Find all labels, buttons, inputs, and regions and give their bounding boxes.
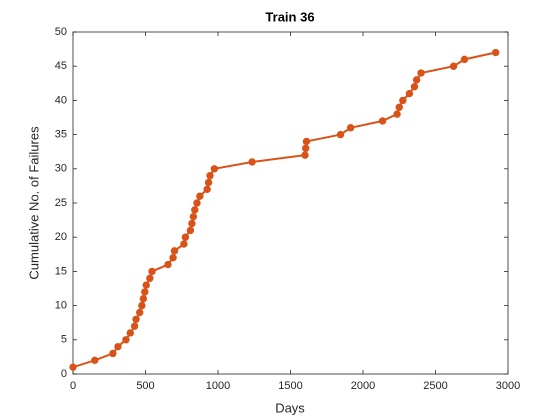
y-tick-label: 20 (55, 231, 67, 243)
data-point (148, 267, 156, 276)
plot-area (72, 31, 509, 375)
data-point (405, 89, 414, 98)
data-point (138, 301, 146, 310)
data-point (139, 295, 148, 303)
data-point (203, 185, 211, 194)
data-point (132, 315, 140, 323)
y-tick-label: 50 (55, 26, 67, 38)
data-point (302, 137, 311, 146)
data-point (188, 219, 196, 228)
data-point (130, 322, 139, 330)
y-tick-label: 5 (61, 334, 67, 346)
x-tick-label: 1000 (206, 380, 230, 392)
data-point (141, 288, 149, 296)
data-point (91, 356, 99, 365)
data-point (346, 124, 355, 132)
y-tick-label: 0 (61, 368, 67, 380)
data-point (204, 178, 213, 187)
data-point (378, 117, 387, 125)
x-axis-label: Days (275, 400, 305, 415)
data-point (146, 274, 154, 282)
data-point (336, 130, 345, 139)
data-point (180, 240, 188, 248)
data-point (126, 329, 134, 337)
data-point (186, 226, 195, 235)
y-tick-label: 15 (55, 265, 67, 277)
data-point (412, 76, 421, 84)
x-tick-label: 0 (70, 380, 76, 392)
data-point (191, 206, 199, 214)
data-point (302, 144, 310, 152)
data-point (164, 260, 172, 269)
data-point (417, 69, 425, 77)
y-tick-label: 30 (55, 163, 67, 175)
y-tick-label: 40 (55, 94, 67, 106)
data-point (122, 336, 130, 344)
y-axis-label: Cumulative No. of Failures (26, 126, 41, 280)
x-tick-label: 2000 (351, 380, 375, 392)
x-tick-label: 2500 (423, 380, 447, 392)
data-point (460, 55, 469, 64)
data-point (169, 254, 177, 262)
chart-title: Train 36 (265, 9, 314, 24)
data-point (136, 308, 144, 317)
data-point (248, 158, 256, 166)
data-point (410, 83, 419, 91)
data-point (114, 342, 122, 351)
x-tick-label: 500 (136, 380, 154, 392)
data-point (69, 363, 77, 371)
data-point (189, 212, 198, 221)
data-point (181, 233, 190, 241)
data-point (399, 96, 407, 105)
data-point (142, 281, 150, 289)
data-point (196, 192, 204, 200)
x-tick-label: 1500 (278, 380, 302, 392)
data-point (170, 247, 179, 255)
data-point (449, 62, 458, 70)
data-point (301, 151, 309, 159)
data-point (206, 171, 214, 180)
y-tick-label: 25 (55, 197, 67, 209)
y-tick-label: 10 (55, 300, 67, 312)
data-point (193, 199, 201, 207)
y-tick-label: 35 (55, 129, 67, 141)
data-point (395, 103, 403, 111)
data-point (109, 349, 117, 358)
data-point (210, 165, 219, 173)
data-point (491, 48, 500, 57)
data-point (393, 110, 401, 118)
x-tick-label: 3000 (496, 380, 520, 392)
y-tick-label: 45 (55, 60, 67, 72)
